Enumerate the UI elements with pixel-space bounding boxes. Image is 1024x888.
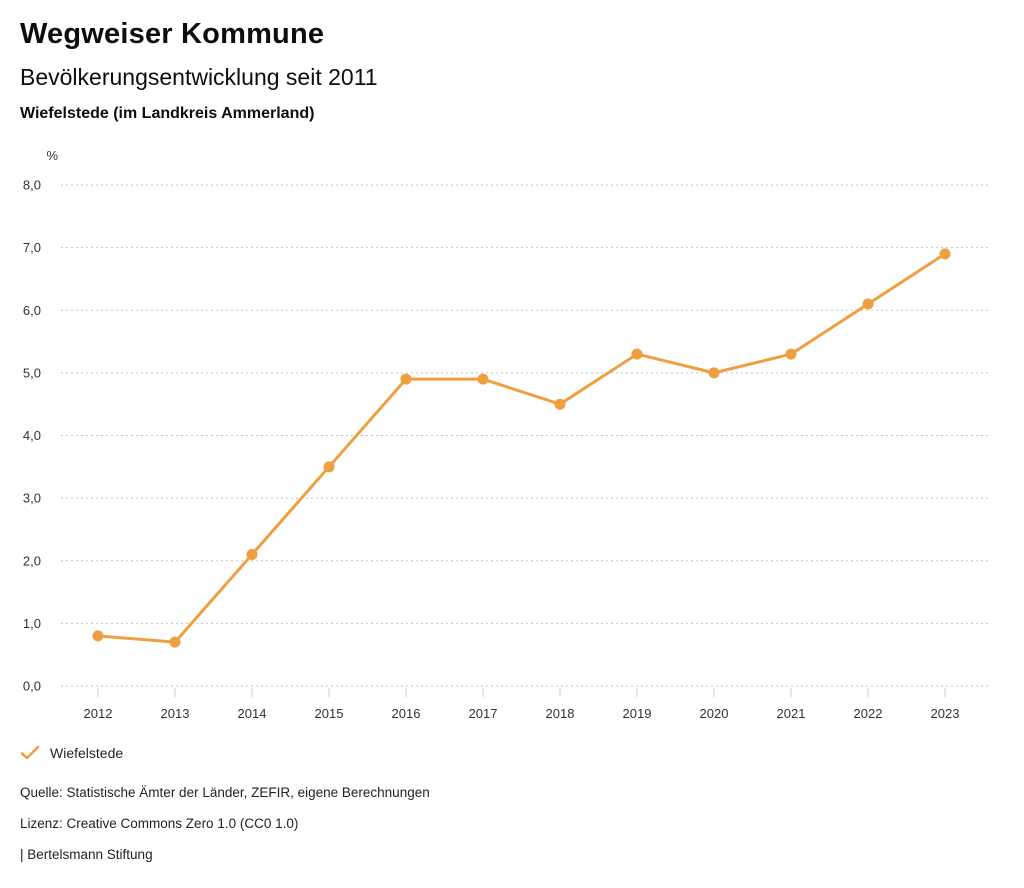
x-tick-label: 2017 <box>469 706 498 721</box>
series-line <box>96 252 947 644</box>
y-tick-label: 8,0 <box>23 178 41 193</box>
chart-region-subtitle: Wiefelstede (im Landkreis Ammerland) <box>20 105 315 122</box>
y-tick-label: 5,0 <box>23 365 41 380</box>
attribution-text: | Bertelsmann Stiftung <box>20 847 153 862</box>
data-point[interactable] <box>477 373 489 385</box>
data-point[interactable] <box>708 367 720 379</box>
data-point[interactable] <box>631 348 643 360</box>
data-point[interactable] <box>554 398 566 410</box>
line-chart-svg: % 0,0 1,0 2,0 3,0 4,0 5,0 6,0 7,0 8,0 2012 2013 2014… <box>23 148 990 721</box>
data-point[interactable] <box>92 630 104 642</box>
y-tick-label: 2,0 <box>23 553 41 568</box>
y-tick-label: 0,0 <box>23 679 41 694</box>
data-point[interactable] <box>939 248 951 260</box>
y-tick-label: 6,0 <box>23 303 41 318</box>
y-tick-label: 7,0 <box>23 240 41 255</box>
x-tick-label: 2021 <box>777 706 806 721</box>
data-point[interactable] <box>400 373 412 385</box>
chart-title: Bevölkerungsentwicklung seit 2011 <box>20 64 378 90</box>
x-tick-label: 2020 <box>700 706 729 721</box>
data-point[interactable] <box>169 636 181 648</box>
source-text: Quelle: Statistische Ämter der Länder, Z… <box>20 785 430 800</box>
legend-item-label: Wiefelstede <box>50 744 124 761</box>
x-tick-label: 2019 <box>623 706 652 721</box>
x-tick-label: 2015 <box>315 706 344 721</box>
x-tick-label: 2012 <box>84 706 113 721</box>
data-point[interactable] <box>785 348 797 360</box>
y-tick-label: 1,0 <box>23 616 41 631</box>
data-point[interactable] <box>246 548 258 560</box>
license-text: Lizenz: Creative Commons Zero 1.0 (CC0 1… <box>20 816 299 831</box>
x-tick-label: 2016 <box>392 706 421 721</box>
line-chart: % 0,0 1,0 2,0 3,0 4,0 5,0 6,0 7,0 8,0 2012 2013 2014… <box>0 140 1024 740</box>
x-tick-label: 2014 <box>238 706 267 721</box>
x-tick-label: 2022 <box>854 706 883 721</box>
data-point[interactable] <box>862 298 874 310</box>
check-icon <box>20 745 40 760</box>
y-axis-unit-label: % <box>46 148 58 163</box>
page-title: Wegweiser Kommune <box>20 18 325 50</box>
y-tick-label: 3,0 <box>23 491 41 506</box>
data-point[interactable] <box>323 461 335 473</box>
y-tick-label: 4,0 <box>23 428 41 443</box>
x-tick-label: 2023 <box>931 706 960 721</box>
x-tick-label: 2013 <box>161 706 190 721</box>
legend[interactable]: Wiefelstede <box>20 744 123 761</box>
x-tick-label: 2018 <box>546 706 575 721</box>
